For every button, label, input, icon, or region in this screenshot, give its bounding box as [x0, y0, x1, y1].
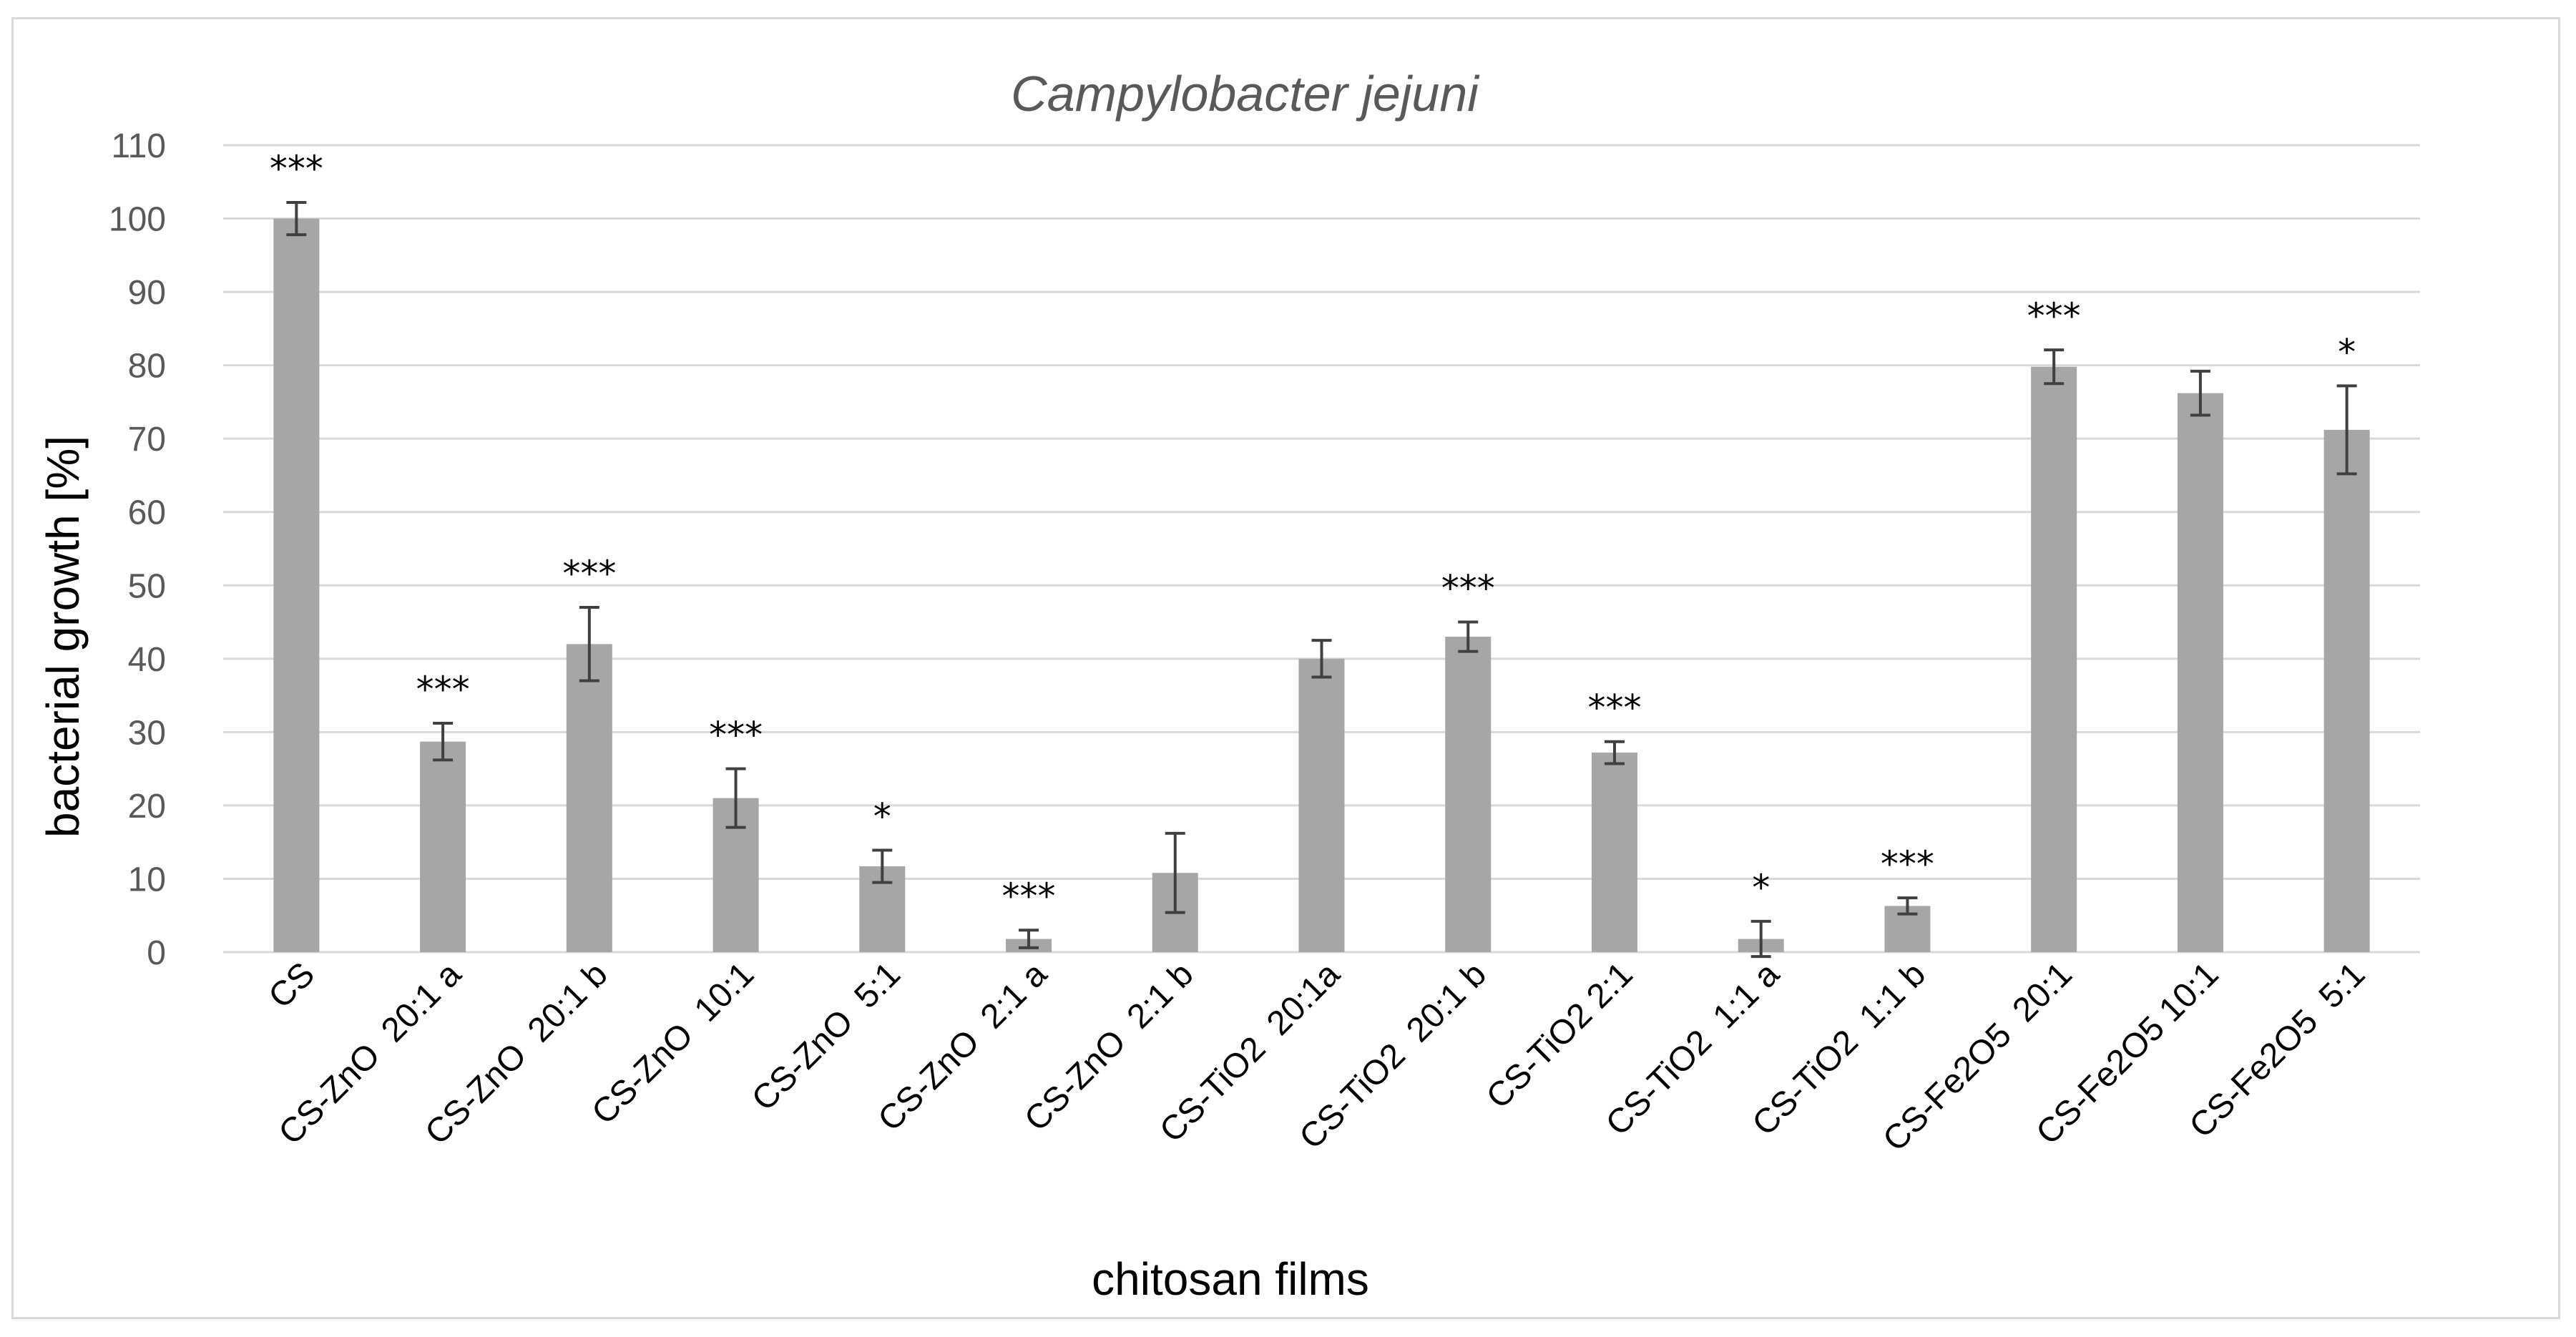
- significance-marker: ***: [709, 715, 763, 756]
- category-label: CS-ZnO 5:1: [745, 955, 908, 1118]
- error-bars: [286, 200, 2357, 959]
- y-tick-label: 70: [128, 421, 166, 459]
- error-bar-7: [1165, 831, 1185, 914]
- y-tick-label: 50: [128, 567, 166, 605]
- significance-marker: *: [2338, 331, 2356, 373]
- significance-marker: ***: [1002, 876, 1056, 917]
- error-bar-12: [1897, 896, 1918, 916]
- y-tick-label: 0: [147, 934, 166, 972]
- significance-marker: ***: [1881, 843, 1934, 885]
- category-label: CS: [262, 955, 323, 1016]
- category-label: CS-TiO2 2:1: [1479, 955, 1640, 1116]
- bar-9: [1445, 637, 1492, 952]
- significance-marker: ***: [1587, 687, 1641, 729]
- chart-title: Campylobacter jejuni: [1011, 66, 1480, 122]
- bar-2: [420, 741, 466, 952]
- significance-marker: ***: [562, 553, 616, 594]
- significance-marker: ***: [270, 148, 323, 190]
- y-axis-ticks: 0 10 20 30 40 50 60 70 80 90 100 110: [109, 127, 166, 972]
- bar-13: [2031, 366, 2077, 952]
- error-bar-9: [1458, 620, 1479, 653]
- y-tick-label: 10: [128, 861, 166, 898]
- bar-15: [2323, 429, 2370, 952]
- chart-frame: [11, 17, 2560, 1319]
- bar-8: [1298, 658, 1345, 952]
- error-bar-2: [433, 722, 454, 762]
- y-tick-label: 20: [128, 788, 166, 826]
- bar-14: [2177, 393, 2223, 952]
- error-bar-10: [1604, 740, 1625, 765]
- error-bar-13: [2044, 348, 2065, 386]
- y-tick-label: 60: [128, 494, 166, 532]
- significance-marker: *: [1752, 867, 1770, 909]
- y-tick-label: 40: [128, 641, 166, 679]
- bar-3: [566, 644, 612, 952]
- error-bar-4: [725, 767, 746, 829]
- significance-marker: ***: [1441, 568, 1495, 609]
- error-bar-8: [1311, 639, 1332, 679]
- significance-marker: ***: [416, 669, 470, 710]
- significance-marker: *: [873, 795, 891, 837]
- error-bar-1: [286, 200, 307, 237]
- significance-markers: ******************************: [270, 148, 2356, 917]
- x-axis-title: chitosan films: [1092, 1253, 1369, 1305]
- error-bar-11: [1750, 919, 1771, 959]
- bars: [273, 218, 2370, 953]
- bar-1: [273, 218, 320, 953]
- y-tick-label: 110: [111, 127, 166, 165]
- error-bar-3: [579, 606, 599, 682]
- error-bar-5: [872, 848, 893, 884]
- y-tick-label: 80: [128, 348, 166, 386]
- bar-10: [1591, 753, 1637, 952]
- error-bar-14: [2190, 369, 2210, 417]
- y-axis-title: bacterial growth [%]: [37, 436, 89, 838]
- error-bar-15: [2336, 384, 2357, 476]
- significance-marker: ***: [2027, 295, 2081, 337]
- y-tick-label: 30: [128, 714, 166, 752]
- error-bar-6: [1019, 929, 1039, 949]
- y-tick-label: 100: [109, 201, 166, 239]
- y-tick-label: 90: [128, 274, 166, 312]
